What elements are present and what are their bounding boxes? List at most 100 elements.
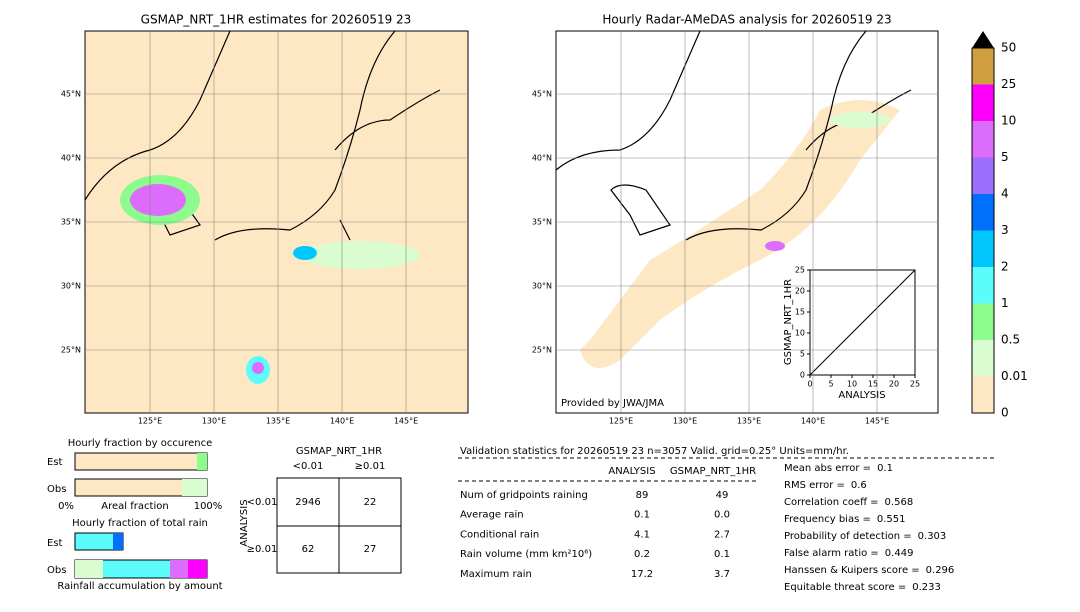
lat-label: 30°N: [532, 282, 552, 291]
x-tick-label: 10: [847, 380, 857, 389]
colorbar-segment: [972, 267, 994, 304]
stat-value: 89: [636, 490, 649, 501]
colorbar-segment: [972, 157, 994, 194]
y-tick-label: 25: [795, 266, 805, 275]
map-title: GSMAP_NRT_1HR estimates for 20260519 23: [141, 13, 412, 27]
x-tick-label: 15: [868, 380, 878, 389]
row-title: ANALYSIS: [239, 499, 250, 546]
analysis-domain: [580, 100, 900, 368]
col-label: ≥0.01: [355, 461, 386, 472]
stat-value: 3.7: [714, 569, 730, 580]
stat-value: 0.1: [714, 549, 730, 560]
lon-label: 125°E: [609, 417, 633, 426]
colorbar-segment: [972, 230, 994, 267]
stats-header: Validation statistics for 20260519 23 n=…: [460, 446, 849, 457]
stat-value: 17.2: [631, 569, 653, 580]
coastline: [555, 30, 912, 241]
rain-area: [130, 184, 186, 216]
axis-label: 0%: [58, 501, 74, 512]
colorbar-extend: [972, 31, 994, 48]
obs-total-bar: [170, 560, 188, 578]
colorbar-label: 3: [1001, 223, 1009, 237]
score-value: 0.551: [877, 514, 906, 525]
axis-label: Areal fraction: [101, 501, 168, 512]
stat-label: Num of gridpoints raining: [460, 490, 588, 501]
lat-label: 40°N: [61, 154, 81, 163]
lat-label: 30°N: [61, 282, 81, 291]
score-label: False alarm ratio =: [784, 548, 879, 559]
y-tick-label: 5: [800, 350, 805, 359]
colorbar-label: 25: [1001, 77, 1016, 91]
obs-total-bar: [188, 560, 207, 578]
lat-label: 45°N: [532, 90, 552, 99]
colorbar-label: 10: [1001, 114, 1016, 128]
stat-label: Rain volume (mm km²10⁶): [460, 549, 592, 560]
lon-label: 135°E: [266, 417, 290, 426]
stat-label: Average rain: [460, 510, 524, 521]
panel-title: Hourly fraction of total rain: [72, 518, 208, 529]
score-label: Correlation coeff =: [784, 497, 879, 508]
colorbar-segment: [972, 194, 994, 231]
est-occurrence-bar: [197, 453, 207, 470]
diagonal: [809, 269, 916, 376]
score-value: 0.296: [926, 565, 955, 576]
y-tick-label: 15: [795, 308, 805, 317]
lat-label: 25°N: [61, 346, 81, 355]
stat-value: 49: [716, 490, 729, 501]
lon-label: 145°E: [865, 417, 889, 426]
rain-area: [830, 112, 890, 128]
stat-value: 0.2: [634, 549, 650, 560]
score-value: 0.1: [877, 463, 893, 474]
col-label: <0.01: [293, 461, 324, 472]
est-occurrence-bar: [74, 452, 208, 471]
lon-label: 145°E: [394, 417, 418, 426]
stat-value: 4.1: [634, 529, 650, 540]
rain-area: [252, 362, 264, 374]
col-label: GSMAP_NRT_1HR: [670, 466, 756, 477]
x-tick-label: 20: [889, 380, 899, 389]
score-value: 0.233: [912, 582, 941, 593]
colorbar-segment: [972, 84, 994, 121]
axis-label: 100%: [194, 501, 223, 512]
lat-label: 35°N: [532, 218, 552, 227]
cell: 22: [364, 497, 377, 508]
stat-label: Conditional rain: [460, 529, 539, 540]
score-label: Hanssen & Kuipers score =: [784, 565, 920, 576]
colorbar-label: 5: [1001, 150, 1009, 164]
colorbar-segment: [972, 376, 994, 413]
panel-title: Hourly fraction by occurence: [68, 438, 212, 449]
obs-occurrence-bar: [182, 479, 207, 496]
y-tick-label: 10: [795, 329, 805, 338]
colorbar-segment: [972, 340, 994, 377]
score-label: Equitable threat score =: [784, 582, 906, 593]
cell: 27: [364, 544, 377, 555]
colorbar-label: 50: [1001, 41, 1016, 55]
score-label: Frequency bias =: [784, 514, 871, 525]
row-label: Obs: [47, 484, 66, 495]
score-value: 0.449: [885, 548, 914, 559]
colorbar-label: 0: [1001, 406, 1009, 420]
lon-label: 135°E: [737, 417, 761, 426]
colorbar-segment: [972, 303, 994, 340]
x-tick-label: 25: [910, 380, 920, 389]
colorbar-segment: [972, 48, 994, 85]
colorbar-label: 0.5: [1001, 333, 1020, 347]
colorbar-label: 1: [1001, 296, 1009, 310]
row-label: Est: [47, 538, 63, 549]
stat-value: 0.0: [714, 510, 730, 521]
lat-label: 35°N: [61, 218, 81, 227]
cell: 2946: [295, 497, 320, 508]
colorbar-label: 2: [1001, 260, 1009, 274]
lat-label: 45°N: [61, 90, 81, 99]
row-label: Est: [47, 457, 63, 468]
lon-label: 130°E: [202, 417, 226, 426]
score-value: 0.568: [885, 497, 914, 508]
lon-label: 140°E: [801, 417, 825, 426]
colorbar-label: 4: [1001, 187, 1009, 201]
lon-label: 130°E: [673, 417, 697, 426]
table-title: GSMAP_NRT_1HR: [296, 446, 382, 457]
x-tick-label: 0: [807, 380, 812, 389]
y-tick-label: 20: [795, 287, 805, 296]
stat-value: 2.7: [714, 529, 730, 540]
